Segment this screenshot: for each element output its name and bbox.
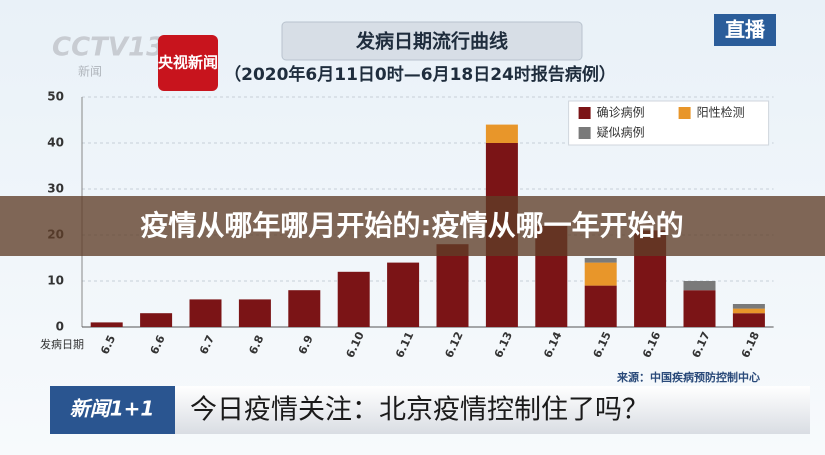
bar-segment [683, 281, 716, 291]
bar-segment [140, 313, 173, 327]
bar-segment [584, 262, 617, 286]
app-logo-box [158, 35, 218, 91]
bar-segment [90, 322, 123, 327]
bar-segment [732, 308, 765, 314]
live-label: 直播 [725, 18, 766, 42]
bar-segment [732, 313, 765, 327]
app-logo-text: 央视新闻 [158, 54, 218, 72]
overlay-band [0, 196, 825, 256]
bar-segment [584, 258, 617, 263]
bar-segment [584, 285, 617, 327]
chart-subtitle: （2020年6月11日0时—6月18日24时报告病例） [224, 64, 616, 85]
x-axis-label: 发病日期 [40, 337, 84, 351]
bar-segment [337, 271, 370, 327]
bar-segment [238, 299, 271, 327]
bar-segment [485, 124, 518, 143]
y-tick-label: 50 [47, 90, 64, 104]
legend-box [568, 100, 770, 146]
legend-label: 确诊病例 [597, 105, 645, 120]
legend-swatch [578, 107, 591, 119]
title-box [281, 21, 583, 61]
overlay-title: 疫情从哪年哪月开始的:疫情从哪一年开始的 [140, 209, 683, 242]
channel-sub: 新闻 [78, 64, 102, 79]
source: 来源：中国疾病预防控制中心 [616, 370, 760, 384]
y-tick-label: 0 [56, 320, 64, 334]
chart-title: 发病日期流行曲线 [355, 30, 508, 53]
bar-segment [732, 304, 765, 309]
bar-segment [683, 290, 716, 327]
bar-segment [387, 262, 420, 327]
plot: 01020304050发病日期6.56.66.76.86.96.106.116.… [40, 90, 774, 360]
program-name: 新闻1+1 [70, 397, 155, 421]
y-tick-label: 40 [47, 136, 64, 150]
legend-swatch [678, 107, 691, 119]
legend-label: 阳性检测 [697, 105, 745, 120]
bar-segment [288, 290, 321, 327]
ticker-bar [50, 386, 810, 434]
y-tick-label: 30 [47, 182, 64, 196]
program-badge [50, 386, 175, 434]
legend-swatch [578, 127, 591, 139]
y-tick-label: 10 [47, 274, 64, 288]
bar-segment [189, 299, 222, 327]
channel-logo: CCTV13 [52, 33, 164, 63]
headline: 今日疫情关注：北京疫情控制住了吗？ [190, 395, 649, 426]
bar-segment [436, 244, 469, 327]
legend-label: 疑似病例 [597, 125, 645, 140]
live-badge [714, 14, 776, 46]
